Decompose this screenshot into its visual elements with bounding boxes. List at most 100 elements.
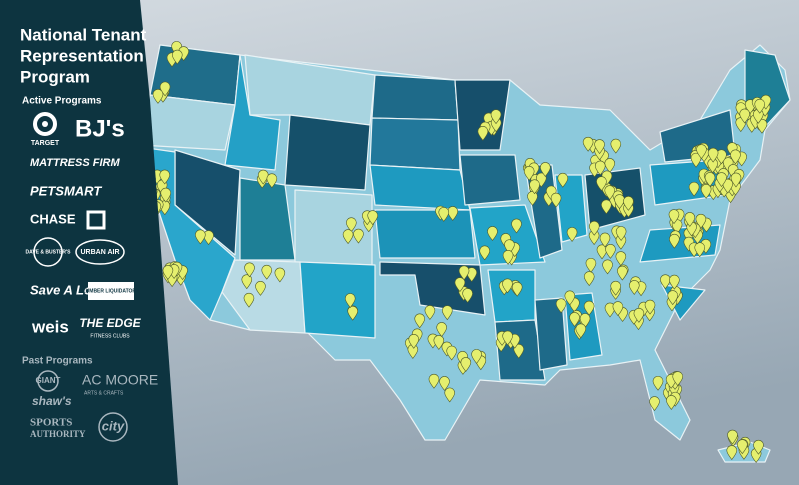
location-pin [583, 300, 595, 316]
location-pin [667, 290, 679, 306]
location-pin [602, 259, 613, 275]
location-pin [569, 312, 580, 327]
location-pin [446, 345, 457, 361]
section-heading: Past Programs [22, 356, 93, 367]
location-pin [684, 212, 696, 227]
location-pin [244, 262, 255, 278]
location-pin [605, 244, 616, 259]
title-line: Representation [20, 46, 144, 65]
location-pin [716, 149, 727, 165]
location-pin [583, 271, 595, 287]
state [299, 261, 376, 339]
state [374, 209, 476, 259]
location-pin [644, 299, 656, 315]
location-pin [195, 229, 206, 245]
logo: SPORTS [30, 417, 72, 429]
location-pin [672, 371, 684, 387]
logo: THE EDGE [79, 316, 141, 330]
location-pin [615, 251, 627, 267]
location-pin [737, 439, 748, 455]
logo: TARGET [31, 140, 60, 147]
location-pin [739, 108, 750, 124]
location-pin [477, 126, 489, 141]
logo: GIANT [36, 376, 61, 385]
location-pin [617, 265, 628, 281]
location-pin [575, 323, 587, 339]
location-pin [490, 109, 502, 125]
location-pin [690, 152, 702, 168]
logo: city [102, 418, 125, 433]
location-pin [255, 281, 266, 296]
location-pin [487, 226, 498, 241]
state [459, 154, 521, 206]
location-pin [441, 305, 453, 321]
location-pin [171, 49, 183, 65]
location-pin [730, 149, 741, 165]
location-pin [367, 210, 378, 226]
logo-badge [33, 237, 63, 267]
location-pin [696, 144, 707, 160]
location-pin [160, 187, 172, 203]
location-pin [557, 172, 569, 188]
state [139, 94, 236, 151]
section-heading: Active Programs [22, 96, 102, 107]
chase-icon [86, 210, 106, 230]
location-pin [438, 207, 450, 222]
location-pin [162, 265, 174, 280]
location-pin [346, 217, 357, 233]
location-pin [727, 429, 738, 445]
logo: DAVE & BUSTER'S [26, 249, 72, 255]
location-pin [414, 313, 426, 329]
location-pin [610, 138, 622, 154]
location-pin [540, 162, 551, 177]
location-pin [601, 199, 612, 215]
logo: AUTHORITY [30, 429, 86, 439]
location-pin [424, 305, 436, 320]
location-pin [668, 209, 680, 225]
logo: MATTRESS FIRM [30, 157, 120, 169]
state [369, 164, 471, 211]
location-pin [599, 232, 611, 248]
location-pin [623, 196, 634, 211]
location-pin [730, 172, 742, 188]
title-line: Program [20, 67, 90, 86]
location-pin [502, 250, 514, 265]
location-pin [460, 357, 472, 372]
logo: FITNESS CLUBS [90, 333, 130, 339]
location-pin [152, 89, 164, 104]
location-pin [588, 220, 600, 236]
location-pin [342, 229, 354, 245]
target-icon [42, 121, 48, 127]
location-pin [716, 172, 727, 188]
location-pin [596, 176, 607, 192]
logo: Save A Lot [30, 282, 97, 297]
location-pin [722, 178, 734, 194]
logo: BJ's [75, 115, 125, 142]
location-pin [353, 228, 364, 244]
location-pin [454, 277, 466, 293]
location-pin [700, 184, 712, 199]
location-pin [261, 264, 273, 280]
location-pin [666, 395, 677, 410]
logo: PETSMART [30, 183, 102, 198]
location-pin [753, 439, 764, 455]
location-pin [694, 242, 706, 258]
location-pin [444, 387, 456, 403]
location-pin [585, 258, 597, 273]
target-icon [33, 112, 57, 136]
location-pin [604, 158, 616, 173]
location-pin [347, 305, 359, 321]
location-pin [555, 298, 567, 314]
logo: LUMBER LIQUIDATORS [83, 288, 140, 294]
location-pin [428, 374, 440, 389]
location-pin [462, 288, 473, 303]
location-pin [550, 192, 562, 208]
state [369, 117, 461, 171]
location-pin [604, 302, 616, 318]
panel-text: National Tenant Representation Program A… [20, 25, 147, 339]
location-pin [511, 218, 522, 234]
logo-badge [98, 412, 128, 442]
location-pin [243, 292, 255, 308]
